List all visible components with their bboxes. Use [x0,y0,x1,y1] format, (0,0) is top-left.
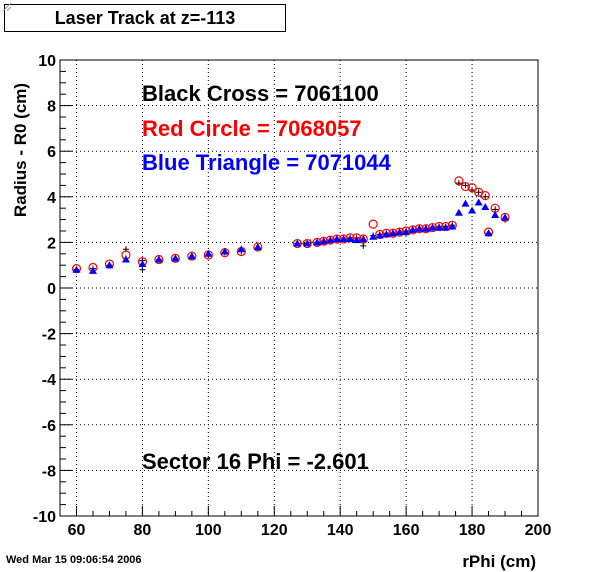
data-point-cross [482,193,489,200]
x-tick-label: 80 [134,522,152,539]
data-point-triangle [88,266,97,274]
data-point-triangle [187,252,196,260]
y-tick-label: -4 [42,372,56,389]
y-tick-label: 8 [47,99,56,116]
data-point-triangle [326,236,335,244]
data-point-triangle [501,213,510,221]
data-point-triangle [435,223,444,231]
data-point-circle [480,191,490,201]
data-point-triangle [105,261,114,269]
data-point-triangle [369,232,378,240]
data-point-circle [187,251,197,261]
y-axis-label: Radius - R0 (cm) [11,83,30,217]
data-point-triangle [253,242,262,250]
data-point-triangle [72,265,81,273]
annotation-red: Red Circle = 7068057 [142,116,362,141]
x-tick-label: 120 [261,522,288,539]
data-point-triangle [461,199,470,207]
data-point-triangle [359,234,368,242]
data-point-triangle [474,198,483,206]
data-point-triangle [448,222,457,230]
data-point-triangle [352,236,361,244]
data-point-triangle [382,230,391,238]
data-point-triangle [481,203,490,211]
data-point-circle [460,181,471,192]
timestamp: Wed Mar 15 09:06:54 2006 [6,554,142,566]
data-point-circle [368,219,378,229]
data-point-triangle [491,211,500,219]
y-tick-label: -2 [42,327,56,344]
data-point-cross [360,242,367,249]
data-point-triangle [415,224,424,232]
x-tick-label: 100 [195,522,222,539]
data-point-triangle [303,239,312,247]
data-point-cross [475,189,482,196]
data-point-triangle [293,239,302,247]
data-point-triangle [313,238,322,246]
x-axis-label: rPhi (cm) [462,552,536,571]
data-point-triangle [395,228,404,236]
y-tick-label: -8 [42,463,56,480]
x-tick-label: 140 [327,522,354,539]
annotation-sector: Sector 16 Phi = -2.601 [142,449,369,474]
annotation-black: Black Cross = 7061100 [142,81,379,106]
data-point-triangle [171,254,180,262]
x-tick-label: 200 [525,522,552,539]
plot-frame [59,59,539,517]
axis-ticks: 60 80 100 120 140 160 180 200 -10 -8 -6 -4 -2 0 2 4 6 8 10 [33,53,552,539]
data-point-triangle [332,234,341,242]
data-points [71,176,510,274]
data-point-triangle [154,255,163,263]
y-tick-label: -6 [42,418,56,435]
data-point-triangle [121,255,130,263]
resize-grip-icon[interactable] [0,0,12,12]
x-tick-label: 180 [459,522,486,539]
grid-lines [60,60,538,516]
y-tick-label: 2 [47,235,56,252]
data-point-triangle [428,223,437,231]
x-tick-label: 160 [393,522,420,539]
data-point-cross [462,182,469,189]
y-tick-label: 4 [47,190,56,207]
y-tick-label: 10 [38,53,56,70]
data-point-triangle [441,223,450,231]
data-point-triangle [346,234,355,242]
data-point-triangle [237,245,246,253]
annotation-blue: Blue Triangle = 7071044 [142,150,392,175]
data-point-triangle [402,228,411,236]
data-point-triangle [408,225,417,233]
data-point-cross [139,266,146,273]
data-point-triangle [388,229,397,237]
data-point-triangle [138,260,147,268]
data-point-circle [454,176,464,186]
data-point-triangle [339,234,348,242]
data-point-triangle [375,231,384,239]
chart-title: Laser Track at z=-113 [4,4,286,32]
data-point-triangle [468,206,477,214]
x-tick-label: 60 [68,522,86,539]
data-point-circle [467,183,477,193]
data-point-triangle [319,237,328,245]
data-point-triangle [484,229,493,237]
data-point-triangle [454,208,463,216]
y-tick-label: 6 [47,144,56,161]
data-point-triangle [220,247,229,255]
data-point-triangle [204,249,213,257]
y-tick-label: 0 [47,281,56,298]
y-tick-label: -10 [33,509,56,526]
data-point-circle [170,253,180,263]
data-point-triangle [421,224,430,232]
